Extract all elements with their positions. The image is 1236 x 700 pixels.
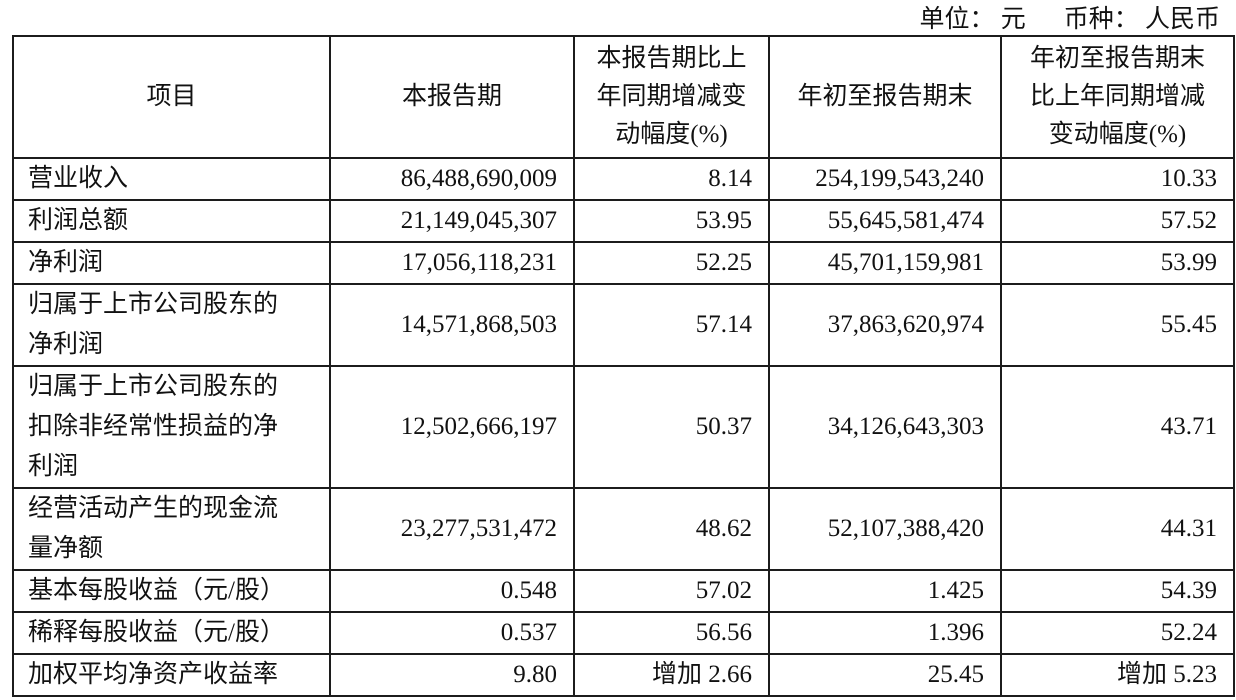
header-row: 项目 本报告期 本报告期比上年同期增减变动幅度(%) 年初至报告期末 年初至报告… [12,35,1235,159]
column-header-current-period: 本报告期 [329,35,575,159]
cell-value: 8.14 [573,157,770,201]
cell-value: 12,502,666,197 [329,365,575,489]
financial-summary-table: 项目 本报告期 本报告期比上年同期增减变动幅度(%) 年初至报告期末 年初至报告… [12,35,1235,697]
cell-value: 44.31 [1000,487,1235,571]
cell-value: 9.80 [329,653,575,697]
cell-value: 57.02 [573,569,770,613]
cell-value: 86,488,690,009 [329,157,575,201]
unit-currency-note: 单位： 元 币种： 人民币 [0,0,1236,34]
cell-value: 1.425 [768,569,1002,613]
cell-value: 增加 5.23 [1000,653,1235,697]
cell-value: 48.62 [573,487,770,571]
column-header-ytd-change: 年初至报告期末比上年同期增减变动幅度(%) [1000,35,1235,159]
row-label: 净利润 [12,241,331,285]
cell-value: 37,863,620,974 [768,283,1002,367]
column-header-ytd: 年初至报告期末 [768,35,1002,159]
cell-value: 54.39 [1000,569,1235,613]
table-row: 稀释每股收益（元/股） 0.537 56.56 1.396 52.24 [12,611,1235,655]
cell-value: 55.45 [1000,283,1235,367]
cell-value: 52.25 [573,241,770,285]
row-label: 基本每股收益（元/股） [12,569,331,613]
cell-value: 34,126,643,303 [768,365,1002,489]
cell-value: 55,645,581,474 [768,199,1002,243]
table-row: 基本每股收益（元/股） 0.548 57.02 1.425 54.39 [12,569,1235,613]
cell-value: 50.37 [573,365,770,489]
cell-value: 17,056,118,231 [329,241,575,285]
table-row: 归属于上市公司股东的净利润 14,571,868,503 57.14 37,86… [12,283,1235,367]
cell-value: 43.71 [1000,365,1235,489]
table-row: 营业收入 86,488,690,009 8.14 254,199,543,240… [12,157,1235,201]
column-header-current-period-change: 本报告期比上年同期增减变动幅度(%) [573,35,770,159]
cell-value: 10.33 [1000,157,1235,201]
cell-value: 56.56 [573,611,770,655]
cell-value: 增加 2.66 [573,653,770,697]
row-label: 归属于上市公司股东的扣除非经常性损益的净利润 [12,365,331,489]
cell-value: 25.45 [768,653,1002,697]
row-label: 归属于上市公司股东的净利润 [12,283,331,367]
row-label: 经营活动产生的现金流量净额 [12,487,331,571]
table-row: 净利润 17,056,118,231 52.25 45,701,159,981 … [12,241,1235,285]
cell-value: 57.14 [573,283,770,367]
row-label: 稀释每股收益（元/股） [12,611,331,655]
currency-note: 币种： 人民币 [1063,6,1220,33]
cell-value: 254,199,543,240 [768,157,1002,201]
cell-value: 53.99 [1000,241,1235,285]
cell-value: 0.537 [329,611,575,655]
table-row: 归属于上市公司股东的扣除非经常性损益的净利润 12,502,666,197 50… [12,365,1235,489]
cell-value: 52.24 [1000,611,1235,655]
column-header-item: 项目 [12,35,331,159]
cell-value: 45,701,159,981 [768,241,1002,285]
cell-value: 14,571,868,503 [329,283,575,367]
row-label: 加权平均净资产收益率 [12,653,331,697]
cell-value: 57.52 [1000,199,1235,243]
table-row: 经营活动产生的现金流量净额 23,277,531,472 48.62 52,10… [12,487,1235,571]
cell-value: 53.95 [573,199,770,243]
cell-value: 23,277,531,472 [329,487,575,571]
cell-value: 52,107,388,420 [768,487,1002,571]
cell-value: 21,149,045,307 [329,199,575,243]
cell-value: 0.548 [329,569,575,613]
cell-value: 1.396 [768,611,1002,655]
unit-note: 单位： 元 [919,6,1026,33]
row-label: 营业收入 [12,157,331,201]
table-row: 利润总额 21,149,045,307 53.95 55,645,581,474… [12,199,1235,243]
row-label: 利润总额 [12,199,331,243]
table-row: 加权平均净资产收益率 9.80 增加 2.66 25.45 增加 5.23 [12,653,1235,697]
